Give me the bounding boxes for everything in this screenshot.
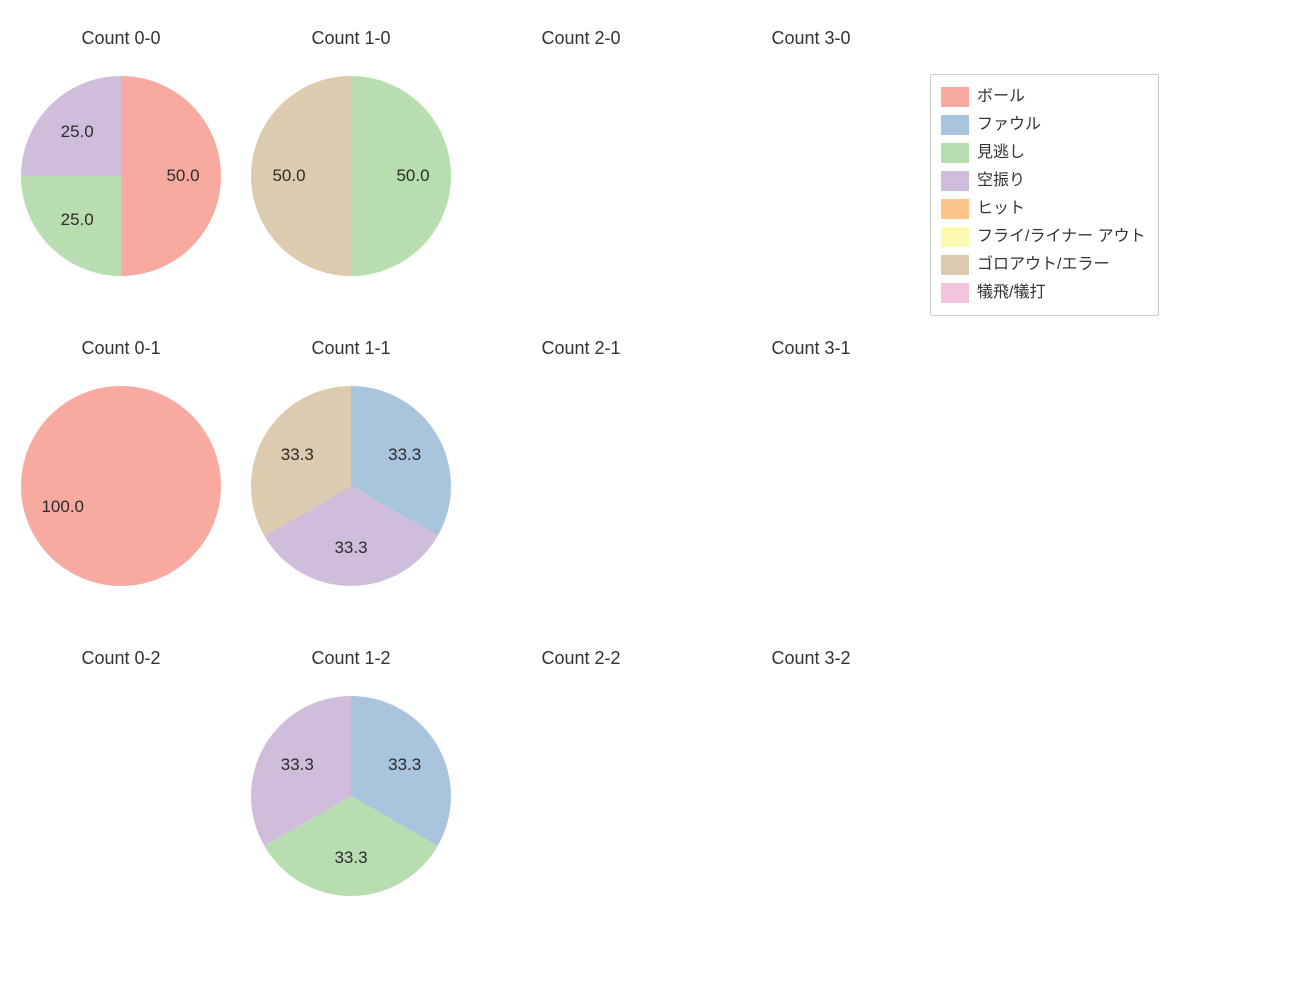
pie-title: Count 2-2 — [466, 648, 696, 669]
pie-title: Count 3-1 — [696, 338, 926, 359]
slice-label: 33.3 — [281, 755, 314, 775]
legend-item: 見逃し — [941, 139, 1146, 167]
legend-item: ボール — [941, 83, 1146, 111]
legend-label: ボール — [977, 89, 1025, 105]
pie-cell: Count 1-0 50.0 50.0 — [236, 10, 466, 320]
slice-label: 25.0 — [61, 122, 94, 142]
pie-chart — [711, 76, 911, 276]
slice-label: 33.3 — [281, 445, 314, 465]
slice-label: 100.0 — [41, 497, 84, 517]
slice-label: 25.0 — [61, 210, 94, 230]
legend-item: 犠飛/犠打 — [941, 279, 1146, 307]
legend-label: 犠飛/犠打 — [977, 285, 1045, 301]
pie-title: Count 0-0 — [6, 28, 236, 49]
legend-label: ゴロアウト/エラー — [977, 257, 1109, 273]
pie-cell: Count 2-1 — [466, 320, 696, 630]
legend-item: フライ/ライナー アウト — [941, 223, 1146, 251]
slice-label: 50.0 — [396, 166, 429, 186]
legend-label: ファウル — [977, 117, 1041, 133]
chart-grid: Count 0-050.025.025.0Count 1-050.050.0Co… — [0, 0, 1300, 1000]
pie-cell: Count 3-2 — [696, 630, 926, 940]
slice-label: 50.0 — [272, 166, 305, 186]
pie-cell: Count 1-1 33.3 33.3 33.3 — [236, 320, 466, 630]
legend-swatch — [941, 87, 969, 107]
legend-item: ファウル — [941, 111, 1146, 139]
pie-chart: 33.3 33.3 33.3 — [251, 386, 451, 586]
legend-swatch — [941, 227, 969, 247]
pie-chart — [21, 696, 221, 896]
legend-item: ゴロアウト/エラー — [941, 251, 1146, 279]
pie-chart: 50.0 50.0 — [251, 76, 451, 276]
pie-cell: Count 0-2 — [6, 630, 236, 940]
legend-swatch — [941, 143, 969, 163]
pie-cell: Count 2-0 — [466, 10, 696, 320]
pie-cell: Count 0-0 50.0 25.0 25.0 — [6, 10, 236, 320]
legend: ボールファウル見逃し空振りヒットフライ/ライナー アウトゴロアウト/エラー犠飛/… — [930, 74, 1159, 316]
legend-label: 空振り — [977, 173, 1025, 189]
legend-swatch — [941, 171, 969, 191]
slice-label: 50.0 — [166, 166, 199, 186]
legend-swatch — [941, 199, 969, 219]
legend-label: フライ/ライナー アウト — [977, 229, 1146, 245]
pie-title: Count 0-1 — [6, 338, 236, 359]
legend-swatch — [941, 115, 969, 135]
pie-chart — [711, 386, 911, 586]
pie-title: Count 1-0 — [236, 28, 466, 49]
slice-label: 33.3 — [334, 538, 367, 558]
legend-swatch — [941, 255, 969, 275]
pie-chart — [481, 696, 681, 896]
pie-title: Count 0-2 — [6, 648, 236, 669]
pie-chart: 100.0 — [21, 386, 221, 586]
pie-title: Count 2-1 — [466, 338, 696, 359]
pie-chart — [481, 76, 681, 276]
pie-title: Count 1-1 — [236, 338, 466, 359]
legend-item: ヒット — [941, 195, 1146, 223]
legend-label: ヒット — [977, 201, 1025, 217]
pie-chart: 33.3 33.3 33.3 — [251, 696, 451, 896]
legend-item: 空振り — [941, 167, 1146, 195]
pie-cell: Count 1-2 33.3 33.3 33.3 — [236, 630, 466, 940]
legend-swatch — [941, 283, 969, 303]
slice-label: 33.3 — [388, 755, 421, 775]
slice-label: 33.3 — [334, 848, 367, 868]
pie-cell: Count 0-1 100.0 — [6, 320, 236, 630]
legend-label: 見逃し — [977, 145, 1025, 161]
pie-title: Count 3-2 — [696, 648, 926, 669]
pie-title: Count 2-0 — [466, 28, 696, 49]
pie-chart — [481, 386, 681, 586]
pie-chart: 50.0 25.0 25.0 — [21, 76, 221, 276]
pie-title: Count 3-0 — [696, 28, 926, 49]
pie-title: Count 1-2 — [236, 648, 466, 669]
pie-cell: Count 2-2 — [466, 630, 696, 940]
pie-cell: Count 3-0 — [696, 10, 926, 320]
pie-chart — [711, 696, 911, 896]
slice-label: 33.3 — [388, 445, 421, 465]
pie-cell: Count 3-1 — [696, 320, 926, 630]
